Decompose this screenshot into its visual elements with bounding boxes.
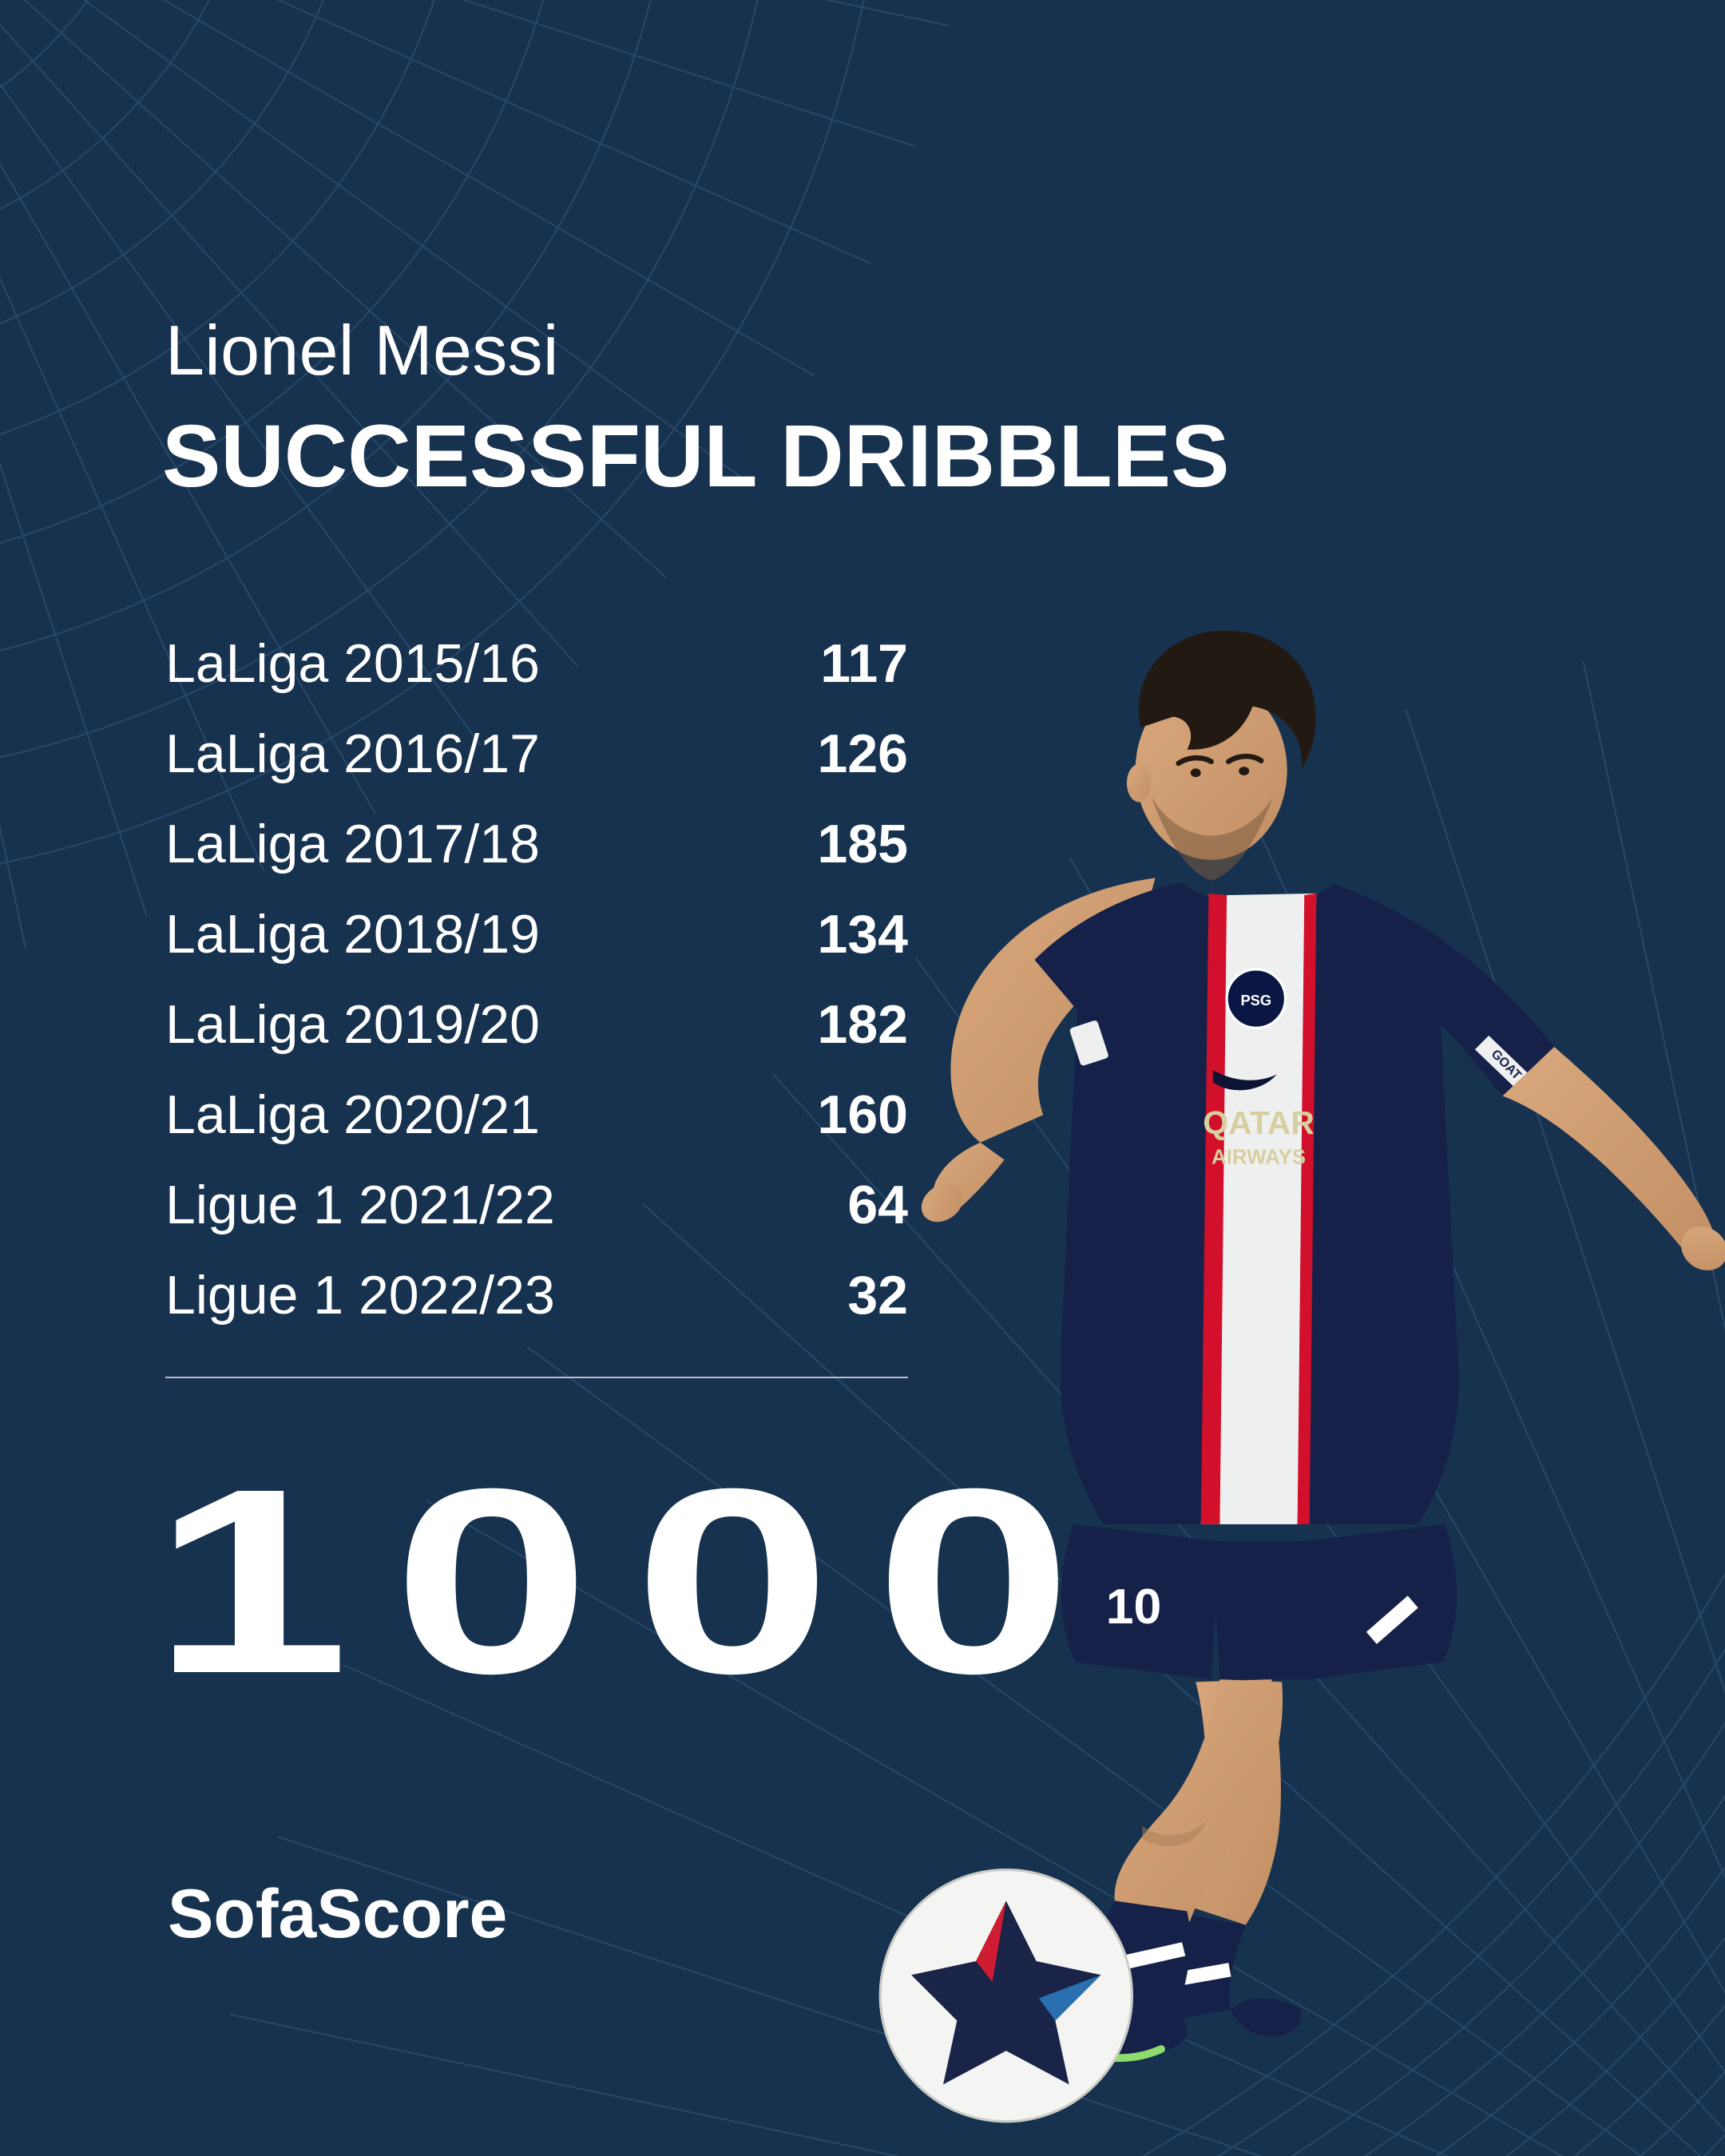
svg-text:QATAR: QATAR [1203,1104,1315,1141]
svg-text:AIRWAYS: AIRWAYS [1211,1147,1306,1169]
svg-text:PSG: PSG [1240,992,1271,1009]
svg-text:10: 10 [1106,1579,1162,1635]
